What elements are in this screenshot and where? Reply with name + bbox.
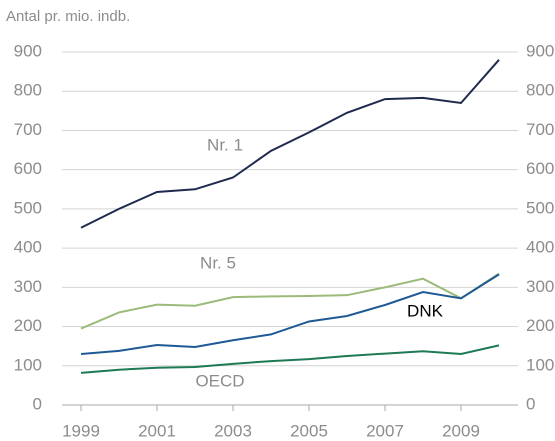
- series-label: DNK: [407, 301, 444, 320]
- y-tick-label: 600: [14, 159, 42, 178]
- y-tick-label: 500: [14, 198, 42, 217]
- x-tick-label: 2003: [214, 421, 252, 440]
- y-tick-label: 0: [33, 394, 42, 413]
- series-line: [80, 344, 500, 374]
- series-line: [80, 59, 500, 229]
- y2-tick-label: 900: [526, 41, 554, 60]
- y-tick-label: 700: [14, 120, 42, 139]
- y-tick-label: 400: [14, 238, 42, 257]
- y-tick-label: 200: [14, 316, 42, 335]
- y2-tick-label: 500: [526, 198, 554, 217]
- series-line: [80, 273, 500, 356]
- series-label: OECD: [195, 371, 244, 390]
- chart-title: Antal pr. mio. indb.: [6, 8, 130, 25]
- series-label: Nr. 5: [200, 253, 236, 272]
- y2-tick-label: 800: [526, 81, 554, 100]
- y2-tick-label: 700: [526, 120, 554, 139]
- x-tick-label: 2009: [442, 421, 480, 440]
- x-tick-label: 2005: [290, 421, 328, 440]
- y-tick-label: 100: [14, 355, 42, 374]
- y-tick-label: 800: [14, 81, 42, 100]
- y2-tick-label: 400: [526, 238, 554, 257]
- y2-tick-label: 300: [526, 277, 554, 296]
- series-line: [80, 272, 500, 330]
- y2-tick-label: 100: [526, 355, 554, 374]
- x-tick-label: 1999: [62, 421, 100, 440]
- series-label: Nr. 1: [207, 135, 243, 154]
- x-tick-label: 2001: [138, 421, 176, 440]
- x-tick-label: 2007: [366, 421, 404, 440]
- y2-tick-label: 0: [526, 394, 535, 413]
- y2-tick-label: 200: [526, 316, 554, 335]
- y-tick-label: 900: [14, 41, 42, 60]
- y2-tick-label: 600: [526, 159, 554, 178]
- y-tick-label: 300: [14, 277, 42, 296]
